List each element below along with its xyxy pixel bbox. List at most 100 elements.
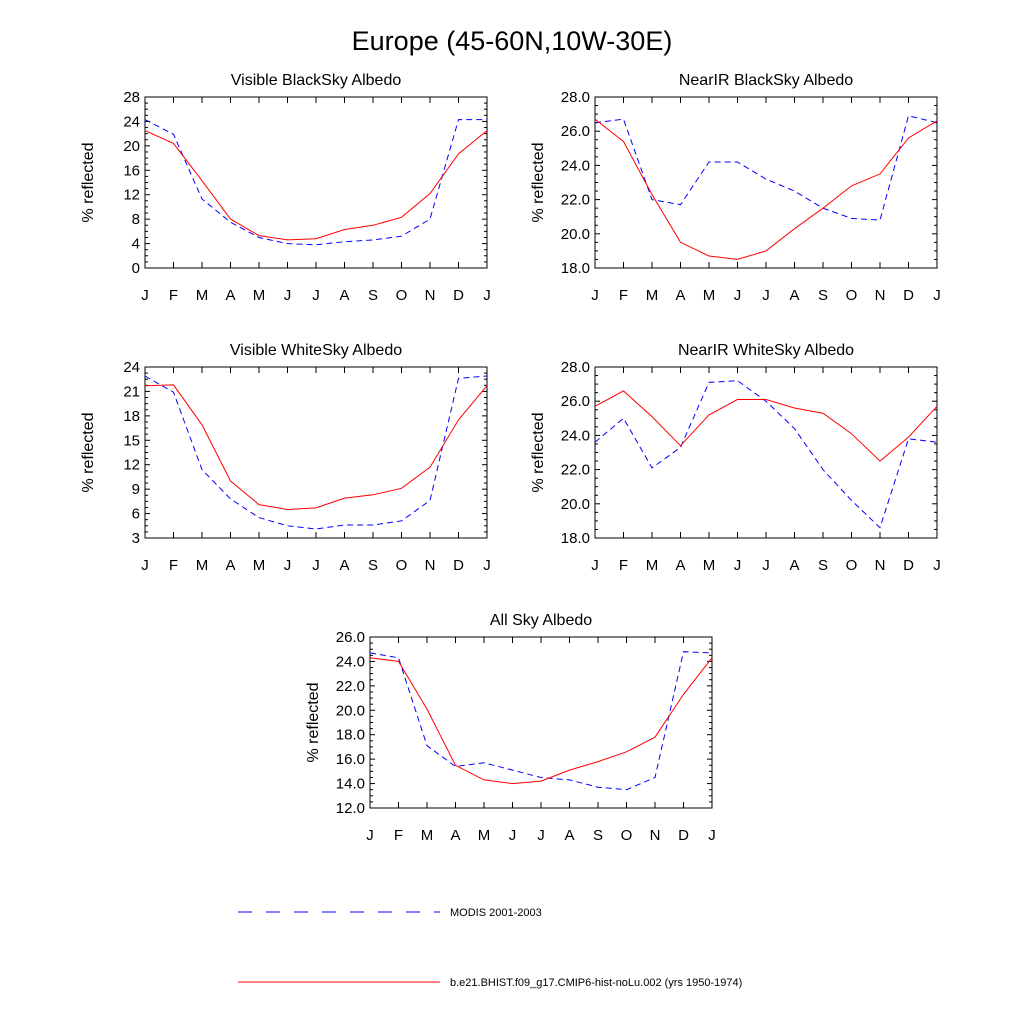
panel-3: Visible WhiteSky Albedo % reflected 3 6 9 12 1… [80,342,491,574]
series-line-model [594,118,938,260]
x-tick-label: A [789,557,799,574]
y-tick-label: 20.0 [336,702,365,719]
x-tick-label: A [225,557,235,574]
y-axis-label: % reflected [305,682,322,762]
series-line-model [144,130,488,241]
x-tick-label: M [196,287,209,304]
panel-title: NearIR BlackSky Albedo [679,72,853,89]
y-tick-label: 18.0 [561,260,590,277]
x-tick-label: J [312,287,320,304]
x-tick-label: A [564,827,574,844]
x-tick-label: S [368,557,378,574]
y-tick-label: 16.0 [336,751,365,768]
x-tick-label: N [875,287,886,304]
x-tick-label: J [366,827,374,844]
x-tick-label: O [396,287,408,304]
legend: MODIS 2001-2003 b.e21.BHIST.f09_g17.CMIP6… [238,907,742,989]
x-tick-label: A [675,287,685,304]
y-axis-label: % reflected [80,142,97,222]
y-tick-label: 22.0 [561,192,590,209]
x-tick-label: M [646,287,659,304]
x-tick-label: J [591,287,599,304]
x-tick-label: D [903,287,914,304]
x-tick-label: M [478,827,491,844]
y-tick-label: 12 [123,457,140,474]
y-tick-label: 18.0 [336,727,365,744]
x-tick-label: O [846,287,858,304]
x-tick-label: A [450,827,460,844]
panel-title: All Sky Albedo [490,612,592,629]
y-tick-label: 24 [123,359,140,376]
x-tick-label: F [619,287,628,304]
series-line-modis [594,115,938,221]
y-tick-label: 20 [123,138,140,155]
series-line-model [369,657,713,785]
y-tick-label: 12 [123,187,140,204]
y-tick-label: 20.0 [561,496,590,513]
y-tick-label: 15 [123,432,140,449]
x-tick-label: S [818,557,828,574]
x-tick-label: J [483,557,491,574]
y-tick-label: 28.0 [561,89,590,106]
x-tick-label: J [762,287,770,304]
x-tick-label: N [650,827,661,844]
x-tick-label: A [675,557,685,574]
x-tick-label: A [789,287,799,304]
y-tick-label: 8 [132,211,140,228]
y-tick-label: 22.0 [336,678,365,695]
y-tick-label: 6 [132,506,140,523]
y-tick-label: 26.0 [561,123,590,140]
x-tick-label: M [253,287,266,304]
y-tick-label: 12.0 [336,800,365,817]
y-axis-label: % reflected [80,412,97,492]
x-tick-label: A [225,287,235,304]
x-tick-label: S [368,287,378,304]
x-tick-label: S [818,287,828,304]
x-tick-label: J [312,557,320,574]
series-line-model [594,390,938,462]
y-tick-label: 0 [132,260,140,277]
x-tick-label: J [483,287,491,304]
panel-title: Visible WhiteSky Albedo [230,342,402,359]
x-tick-label: D [903,557,914,574]
y-tick-label: 22.0 [561,462,590,479]
x-tick-label: J [141,557,149,574]
y-tick-label: 16 [123,162,140,179]
x-tick-label: F [619,557,628,574]
x-tick-label: D [453,557,464,574]
y-tick-label: 24 [123,113,140,130]
x-tick-label: J [141,287,149,304]
panel-2: NearIR BlackSky Albedo % reflected 18.0 20.… [530,72,941,304]
y-tick-label: 9 [132,481,140,498]
y-tick-label: 28 [123,89,140,106]
x-tick-label: F [169,557,178,574]
x-tick-label: D [678,827,689,844]
series-line-modis [144,119,487,246]
y-tick-label: 3 [132,530,140,547]
y-tick-label: 20.0 [561,226,590,243]
x-tick-label: M [703,287,716,304]
x-tick-label: F [394,827,403,844]
x-tick-label: J [284,557,292,574]
y-tick-label: 21 [123,383,140,400]
series-line-modis [369,651,713,791]
plot-frame [144,366,488,539]
panel-title: Visible BlackSky Albedo [231,72,402,89]
x-tick-label: O [396,557,408,574]
x-tick-label: N [875,557,886,574]
panel-4: NearIR WhiteSky Albedo % reflected 18.0 20.… [530,342,941,574]
panel-5: All Sky Albedo % reflected 12.0 14.0 16.0 18.… [305,612,716,844]
y-tick-label: 26.0 [336,629,365,646]
y-tick-label: 28.0 [561,359,590,376]
x-tick-label: M [703,557,716,574]
x-tick-label: M [253,557,266,574]
figure-title: Europe (45-60N,10W-30E) [352,26,673,56]
series-line-modis [594,380,938,529]
legend-item-modis: MODIS 2001-2003 [238,907,542,919]
y-tick-label: 24.0 [561,157,590,174]
x-tick-label: A [339,557,349,574]
x-tick-label: J [509,827,517,844]
y-axis-label: % reflected [530,142,547,222]
panels: Visible BlackSky Albedo % reflected 0 4 8 12 1… [80,72,941,844]
